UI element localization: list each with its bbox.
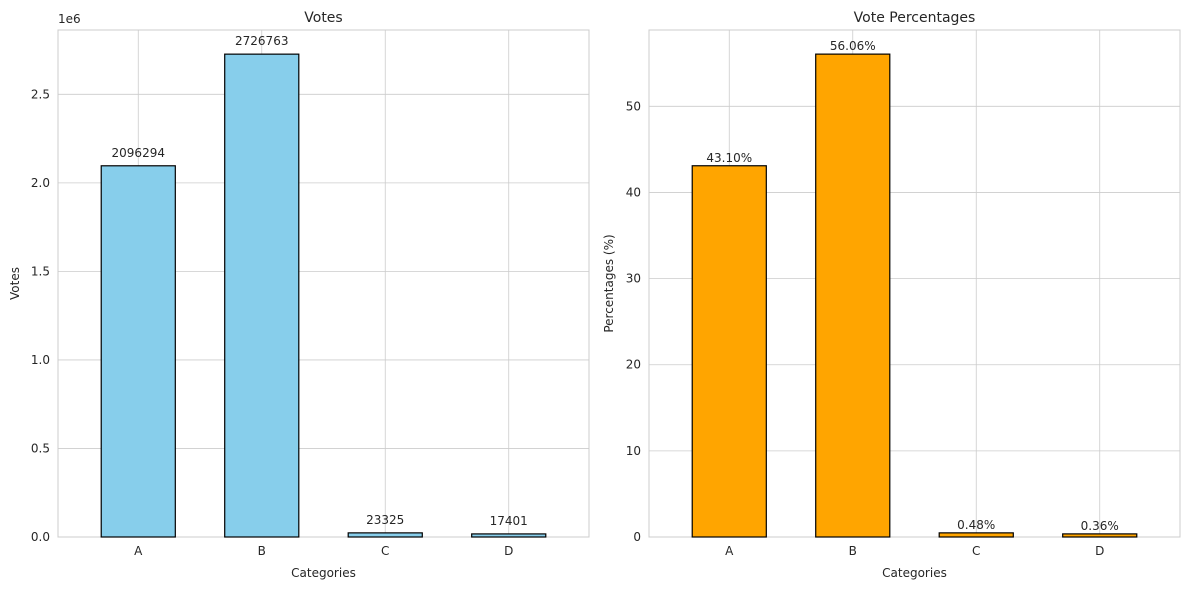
y-tick-label: 10 bbox=[626, 444, 641, 458]
bars bbox=[691, 53, 1138, 538]
bar-d bbox=[1062, 533, 1138, 538]
y-axis-label: Votes bbox=[8, 267, 22, 300]
x-tick-label: D bbox=[504, 544, 513, 558]
y-tick-label: 2.0 bbox=[31, 176, 50, 190]
x-tick-label: D bbox=[1095, 544, 1104, 558]
x-axis-label: Categories bbox=[291, 566, 356, 580]
y-tick-label: 1.5 bbox=[31, 264, 50, 278]
bar-c bbox=[938, 532, 1014, 538]
x-tick-label: B bbox=[258, 544, 266, 558]
bars bbox=[100, 53, 547, 538]
y-tick-labels: 0 10 20 30 40 50 bbox=[626, 99, 641, 544]
y-tick-label: 30 bbox=[626, 272, 641, 286]
bar-b bbox=[815, 53, 891, 538]
data-label: 17401 bbox=[490, 514, 528, 528]
y-tick-label: 50 bbox=[626, 99, 641, 113]
chart-title: Votes bbox=[304, 10, 342, 26]
y-tick-label: 0.0 bbox=[31, 530, 50, 544]
x-tick-labels: A B C D bbox=[134, 544, 513, 558]
data-labels: 43.10% 56.06% 0.48% 0.36% bbox=[706, 39, 1118, 533]
x-tick-label: C bbox=[381, 544, 389, 558]
x-tick-labels: A B C D bbox=[725, 544, 1104, 558]
x-tick-label: A bbox=[134, 544, 143, 558]
x-tick-label: C bbox=[972, 544, 980, 558]
data-labels: 2096294 2726763 23325 17401 bbox=[112, 34, 528, 528]
x-axis-label: Categories bbox=[882, 566, 947, 580]
data-label: 2726763 bbox=[235, 34, 288, 48]
data-label: 23325 bbox=[366, 513, 404, 527]
y-tick-label: 40 bbox=[626, 185, 641, 199]
y-offset-text: 1e6 bbox=[58, 12, 81, 26]
x-tick-label: A bbox=[725, 544, 734, 558]
bar-a bbox=[691, 165, 767, 538]
x-tick-label: B bbox=[849, 544, 857, 558]
y-tick-label: 0.5 bbox=[31, 441, 50, 455]
y-tick-label: 0 bbox=[633, 530, 641, 544]
votes-chart: 2096294 2726763 23325 17401 0.0 0.5 1.0 1.5 2.0… bbox=[8, 10, 590, 580]
y-tick-labels: 0.0 0.5 1.0 1.5 2.0 2.5 bbox=[31, 87, 50, 544]
y-axis-label: Percentages (%) bbox=[602, 234, 616, 332]
data-label: 43.10% bbox=[706, 151, 752, 165]
y-tick-label: 1.0 bbox=[31, 353, 50, 367]
data-label: 0.36% bbox=[1081, 519, 1119, 533]
y-tick-label: 2.5 bbox=[31, 87, 50, 101]
data-label: 56.06% bbox=[830, 39, 876, 53]
bar-d bbox=[471, 533, 547, 538]
y-tick-label: 20 bbox=[626, 358, 641, 372]
data-label: 2096294 bbox=[112, 146, 165, 160]
bar-c bbox=[347, 532, 423, 538]
data-label: 0.48% bbox=[957, 518, 995, 532]
chart-title: Vote Percentages bbox=[854, 10, 976, 26]
bar-b bbox=[224, 53, 300, 538]
bar-a bbox=[100, 165, 176, 538]
